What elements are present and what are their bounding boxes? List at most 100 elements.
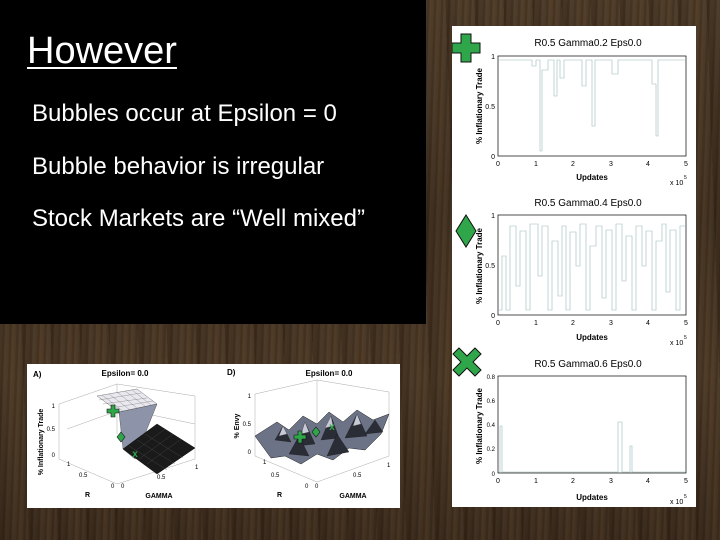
- slide-title: However: [27, 30, 177, 72]
- plot-3-xtick: 4: [646, 478, 650, 485]
- title-panel: However Bubbles occur at Epsilon = 0 Bub…: [0, 0, 426, 324]
- time-series-plot-3: R0.5 Gamma0.6 Eps0.0 0.8 0.6 0.4 0.2 0 0…: [452, 347, 688, 506]
- plot-3-xlabel: Updates: [576, 493, 608, 502]
- surface-d-zlabel: % Envy: [234, 413, 241, 438]
- surface-a-diamond-icon: [116, 431, 126, 443]
- bullet-1: Bubbles occur at Epsilon = 0: [32, 100, 337, 127]
- surface-d-ztick: 1: [248, 394, 252, 400]
- surface-d-x-icon: x: [329, 422, 335, 433]
- bullet-2: Bubble behavior is irregular: [32, 153, 325, 180]
- plot-1-xtick: 3: [609, 161, 613, 168]
- plot-3-title: R0.5 Gamma0.6 Eps0.0: [534, 359, 642, 370]
- plot-2-title: R0.5 Gamma0.4 Eps0.0: [534, 198, 642, 209]
- surface-a-floor: [122, 423, 196, 475]
- plot-3-xtick: 1: [534, 478, 538, 485]
- surface-d-gammatick: 1: [387, 463, 391, 469]
- surface-a-xlabel: R: [85, 492, 90, 499]
- plot-3-axes: [497, 375, 687, 474]
- plus-icon: [451, 33, 481, 63]
- surface-d-diamond-icon: [311, 426, 321, 438]
- plot-1-exponent-power: 5: [684, 175, 687, 181]
- surface-a-rtick: 0.5: [79, 473, 88, 479]
- surface-a-ztick: 1: [52, 404, 56, 410]
- surface-a-ztick: 0.5: [47, 427, 56, 433]
- plot-2-xtick: 0: [496, 320, 500, 327]
- plot-1-xlabel: Updates: [576, 173, 608, 182]
- plot-2-trace: [498, 223, 686, 311]
- diamond-icon: [455, 214, 477, 248]
- bullet-3: Stock Markets are “Well mixed”: [32, 205, 365, 232]
- surface-a-plus-icon: [106, 404, 120, 418]
- surface-a-title: Epsilon= 0.0: [102, 369, 149, 378]
- plot-2-ytick-05: 0.5: [485, 263, 495, 270]
- surface-a-floor-mesh: [128, 428, 184, 471]
- surface-a-gammatick: 0.5: [157, 475, 166, 481]
- plot-1-xtick: 4: [646, 161, 650, 168]
- plot-2-ytick-1: 1: [491, 213, 495, 220]
- plot-2-ytick-0: 0: [491, 313, 495, 320]
- surface-d-gammatick: 0.5: [353, 473, 362, 479]
- surface-a-ztick: 0: [52, 453, 56, 459]
- surface-a-gammatick: 0: [121, 484, 125, 490]
- plot-3-ytick-0: 0: [492, 472, 496, 478]
- plot-1-xtick: 1: [534, 161, 538, 168]
- surface-a-rtick: 0: [111, 484, 115, 490]
- x-icon: [452, 347, 482, 377]
- surface-d-axes: [254, 379, 390, 483]
- plot-2-axes: [497, 214, 687, 316]
- plot-2-xtick: 1: [534, 320, 538, 327]
- surface-plot-d: D) Epsilon= 0.0: [227, 368, 391, 500]
- plot-1-exponent: x 10: [670, 180, 683, 187]
- surface-d-rtick: 1: [263, 460, 267, 466]
- time-series-panel: R0.5 Gamma0.2 Eps0.0 1 0.5 0 0 1 2 3 4 5…: [451, 26, 696, 507]
- surface-d-plus-icon: [293, 430, 307, 444]
- plot-1-ytick-0: 0: [491, 154, 495, 161]
- plot-2-xtick: 5: [684, 320, 688, 327]
- plot-3-ytick-06: 0.6: [487, 399, 496, 405]
- surface-d-highlights: [278, 413, 362, 437]
- time-series-plot-2: R0.5 Gamma0.4 Eps0.0 1 0.5 0 0 1 2 3 4 5…: [455, 198, 688, 347]
- plot-3-ytick-08: 0.8: [487, 375, 496, 381]
- plot-1-xtick: 5: [684, 161, 688, 168]
- plot-3-trace: [498, 421, 686, 473]
- plot-1-axes: [497, 55, 687, 157]
- plot-1-trace: [498, 59, 686, 152]
- plot-2-ylabel: % Inflationary Trade: [475, 227, 484, 304]
- surface-a-rtick: 1: [67, 462, 71, 468]
- plot-3-exponent: x 10: [670, 499, 683, 506]
- plot-2-exponent-power: 5: [684, 335, 687, 341]
- plot-1-ylabel: % Inflationary Trade: [475, 67, 484, 144]
- surface-a-mesh: [98, 389, 154, 412]
- surface-d-rtick: 0.5: [271, 473, 280, 479]
- surface-d-title: Epsilon= 0.0: [306, 369, 353, 378]
- surface-a-zlabel: % Inflationary Trade: [38, 409, 45, 476]
- time-series-plot-1: R0.5 Gamma0.2 Eps0.0 1 0.5 0 0 1 2 3 4 5…: [451, 33, 688, 187]
- plot-2-xlabel: Updates: [576, 333, 608, 342]
- surface-d-ztick: 0: [248, 450, 252, 456]
- surface-d-mesh: [254, 409, 390, 465]
- surface-plot-a: A) Epsilon= 0.0: [33, 369, 199, 500]
- plot-1-xtick: 2: [571, 161, 575, 168]
- plot-2-xtick: 4: [646, 320, 650, 327]
- plot-3-ytick-02: 0.2: [487, 447, 496, 453]
- plot-1-ytick-05: 0.5: [485, 104, 495, 111]
- plot-3-exponent-power: 5: [684, 494, 687, 500]
- surface-d-xlabel: R: [277, 492, 282, 499]
- plot-3-xtick: 0: [496, 478, 500, 485]
- surface-a-ylabel: GAMMA: [145, 493, 172, 500]
- plot-3-xtick: 5: [684, 478, 688, 485]
- plot-2-xtick: 2: [571, 320, 575, 327]
- plot-3-xtick: 2: [571, 478, 575, 485]
- surface-a-gammatick: 1: [195, 465, 199, 471]
- plot-3-ylabel: % Inflationary Trade: [475, 387, 484, 464]
- plot-3-xtick: 3: [609, 478, 613, 485]
- plot-1-xtick: 0: [496, 161, 500, 168]
- plot-2-xtick: 3: [609, 320, 613, 327]
- surface-d-ylabel: GAMMA: [339, 493, 366, 500]
- surface-d-rtick: 0: [305, 484, 309, 490]
- surface-a-panel-label: A): [33, 370, 42, 379]
- surface-d-panel-label: D): [227, 368, 236, 377]
- plot-2-exponent: x 10: [670, 340, 683, 347]
- surface-d-gammatick: 0: [315, 484, 319, 490]
- surface-a-x-icon: x: [132, 449, 138, 460]
